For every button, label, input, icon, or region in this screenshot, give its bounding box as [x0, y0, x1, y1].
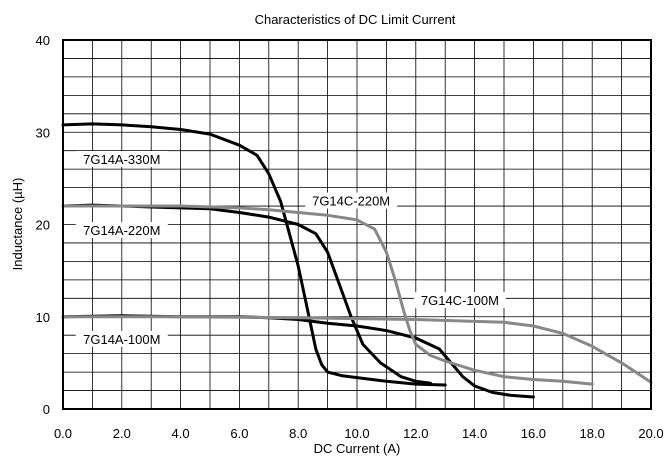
y-tick-label: 20 [36, 218, 50, 233]
y-axis-label: Inductance (µH) [10, 178, 25, 271]
series-line [61, 315, 653, 384]
series-lines [61, 122, 653, 399]
x-tick-label: 10.0 [344, 426, 369, 441]
series-line [61, 122, 447, 387]
x-tick-label: 12.0 [403, 426, 428, 441]
series-label-backing [75, 222, 168, 239]
tick-labels: 0.0 2.0 4.0 6.0 8.0 10.0 12.0 14.0 16.0 18.0 20.0 0… [36, 33, 664, 441]
series-label: 7G14A-220M [83, 223, 160, 238]
series-line [61, 204, 594, 386]
grid [62, 39, 652, 410]
x-tick-label: 6.0 [230, 426, 248, 441]
series-label-backing [75, 330, 168, 347]
x-tick-label: 16.0 [521, 426, 546, 441]
series-label: 7G14A-330M [83, 152, 160, 167]
series-label: 7G14A-100M [83, 332, 160, 347]
x-tick-label: 2.0 [113, 426, 131, 441]
series-label: 7G14C-220M [312, 194, 390, 209]
y-tick-label: 30 [36, 125, 50, 140]
y-tick-label: 0 [43, 402, 50, 417]
chart-title: Characteristics of DC Limit Current [255, 12, 456, 27]
y-tick-label: 10 [36, 310, 50, 325]
series-labels: 7G14A-330M 7G14A-220M 7G14A-100M 7G14C-220M… [75, 151, 506, 347]
x-tick-label: 14.0 [462, 426, 487, 441]
x-tick-label: 18.0 [580, 426, 605, 441]
y-tick-label: 40 [36, 33, 50, 48]
plot-frame [62, 39, 652, 410]
x-tick-label: 0.0 [54, 426, 72, 441]
x-tick-label: 20.0 [638, 426, 663, 441]
series-label-backing [413, 292, 506, 309]
x-tick-label: 4.0 [172, 426, 190, 441]
series-label-backing [305, 192, 398, 209]
series-label-backing [75, 151, 168, 168]
series-label: 7G14C-100M [421, 293, 499, 308]
x-tick-label: 8.0 [289, 426, 307, 441]
x-axis-label: DC Current (A) [314, 441, 401, 456]
